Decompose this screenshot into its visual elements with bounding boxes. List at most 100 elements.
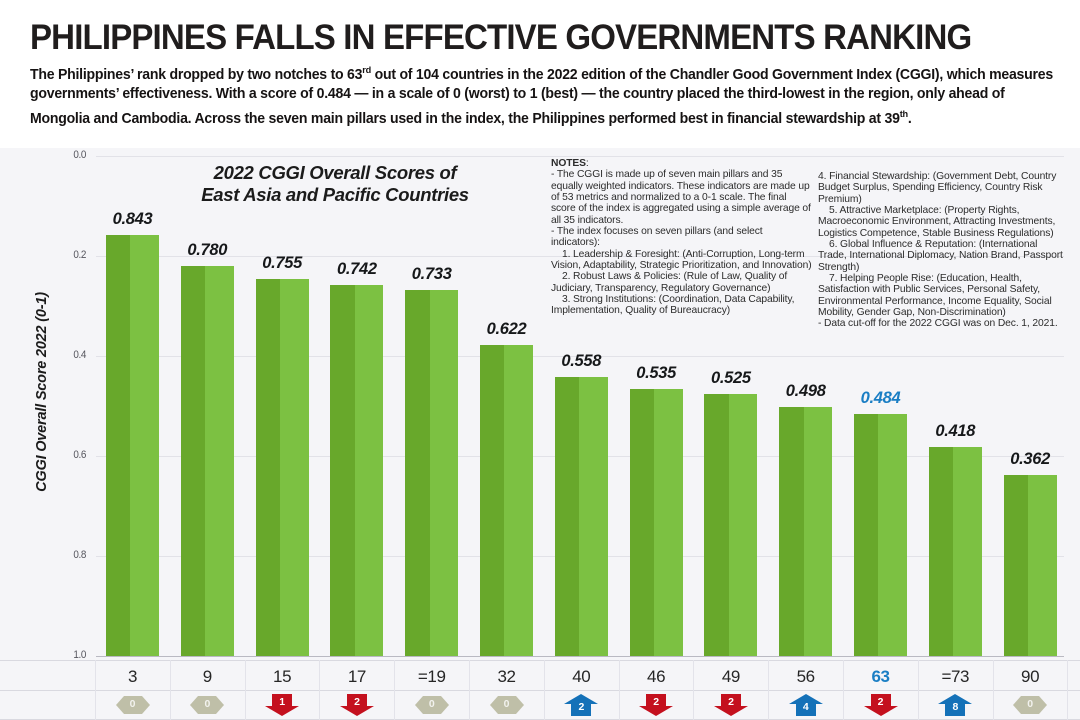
bar-value-label: 0.843 <box>112 209 153 228</box>
rank-value: 63 <box>871 667 890 686</box>
rank-change-badge: 2 <box>544 692 618 718</box>
down-arrow-icon <box>713 694 748 716</box>
bar-shade-light <box>579 377 608 656</box>
table-divider <box>1067 660 1069 720</box>
rank-value: 56 <box>796 667 816 686</box>
bar[interactable] <box>854 414 907 656</box>
bar[interactable] <box>704 393 758 656</box>
bar-shade-dark <box>255 278 280 656</box>
table-divider <box>917 660 919 720</box>
up-arrow-icon <box>938 694 973 716</box>
rank-value: 46 <box>647 667 666 686</box>
deck-ordinal-th: th <box>899 108 908 120</box>
rank-value: =73 <box>941 667 970 686</box>
rank-change-badge: 2 <box>619 692 693 718</box>
down-arrow-icon <box>339 694 374 716</box>
rank-value: =19 <box>417 667 446 686</box>
rank-change-badge: 0 <box>170 692 244 718</box>
table-divider <box>843 660 844 720</box>
rank-change-badge: 0 <box>395 692 469 718</box>
bar-value-label: 0.498 <box>785 382 826 400</box>
bar[interactable] <box>255 278 309 656</box>
bar-shade-light <box>130 234 159 656</box>
rank-change-badge: 1 <box>245 692 319 718</box>
bar-shade-light <box>504 345 533 656</box>
flat-arrow-icon <box>190 696 225 714</box>
bar[interactable] <box>180 266 234 656</box>
table-divider <box>319 660 321 720</box>
bar-shade-dark <box>330 285 355 656</box>
y-tick-label: 0.8 <box>73 549 86 561</box>
bar-shade-light <box>653 388 683 656</box>
up-arrow-icon <box>564 694 599 716</box>
flat-arrow-icon <box>1013 696 1048 714</box>
bar-shade-dark <box>928 447 954 656</box>
table-divider <box>169 660 171 720</box>
bar[interactable] <box>1003 475 1057 656</box>
bar[interactable] <box>480 345 533 656</box>
bar[interactable] <box>554 377 608 656</box>
rank-table: CGGI Overall Rank 2022 (Out of 104) Rank… <box>0 660 1080 720</box>
bar[interactable] <box>330 285 384 656</box>
notes-column-right: 4. Financial Stewardship: (Government De… <box>818 171 1063 330</box>
bar-value-label: 0.780 <box>187 241 228 259</box>
bar-shade-dark <box>629 388 654 656</box>
chart-title: 2022 CGGI Overall Scores of East Asia and… <box>201 162 469 205</box>
table-divider <box>618 660 620 720</box>
y-tick-label: 0.2 <box>73 249 86 261</box>
down-arrow-icon <box>639 694 674 716</box>
rank-value: 90 <box>1021 667 1040 686</box>
bar-shade-light <box>279 278 309 656</box>
deck-text-part-2: out of 104 countries in the 2022 edition… <box>30 66 1053 127</box>
bar-shade-light <box>728 393 758 656</box>
bar-value-label: 0.733 <box>411 264 452 283</box>
rank-value: 49 <box>721 667 741 686</box>
rank-change-badge: 8 <box>918 692 992 718</box>
bar-shade-dark <box>854 414 879 656</box>
standfirst-paragraph: The Philippines’ rank dropped by two not… <box>30 61 1064 129</box>
page-title: PHILIPPINES FALLS IN EFFECTIVE GOVERNMEN… <box>30 17 972 57</box>
table-divider <box>469 660 470 720</box>
bar[interactable] <box>629 388 683 656</box>
table-divider <box>394 660 396 720</box>
table-divider <box>543 660 545 720</box>
gridline <box>96 256 1064 257</box>
gridline <box>96 356 1064 357</box>
rank-value: 17 <box>347 667 367 686</box>
flat-arrow-icon <box>115 696 150 714</box>
rank-value: 15 <box>273 667 292 686</box>
notes-left-body: : - The CGGI is made up of seven main pi… <box>551 158 812 317</box>
bar-value-label: 0.558 <box>561 352 602 370</box>
rank-change-badge: 0 <box>96 692 170 718</box>
bar[interactable] <box>106 234 159 656</box>
rank-change-badge: 2 <box>694 692 768 718</box>
bar-value-label: 0.362 <box>1010 450 1050 468</box>
bar[interactable] <box>405 289 459 656</box>
bar-shade-light <box>953 447 982 656</box>
y-axis-label: CGGI Overall Score 2022 (0-1) <box>34 292 50 492</box>
table-divider <box>693 660 695 720</box>
deck-text-part-3: . <box>907 110 912 127</box>
y-tick-label: 0.0 <box>73 149 86 161</box>
y-tick-label: 1.0 <box>73 649 86 661</box>
rank-value: 3 <box>127 667 138 686</box>
bar[interactable] <box>928 447 982 656</box>
bar[interactable] <box>779 407 833 656</box>
down-arrow-icon <box>863 694 898 716</box>
flat-arrow-icon <box>414 696 449 714</box>
bar-shade-light <box>1027 475 1057 656</box>
bar-shade-dark <box>704 393 729 656</box>
table-divider <box>244 660 246 720</box>
bar-value-label: 0.535 <box>636 363 676 382</box>
bar-shade-light <box>803 407 833 656</box>
rank-value: 40 <box>572 667 591 686</box>
header: PHILIPPINES FALLS IN EFFECTIVE GOVERNMEN… <box>0 0 1080 148</box>
table-divider <box>95 660 96 720</box>
bar-shade-dark <box>405 289 430 656</box>
table-divider <box>992 660 994 720</box>
y-tick-label: 0.6 <box>73 449 86 461</box>
gridline <box>96 656 1064 657</box>
rank-change-badge: 0 <box>470 692 544 718</box>
rank-change-badge: 2 <box>320 692 394 718</box>
